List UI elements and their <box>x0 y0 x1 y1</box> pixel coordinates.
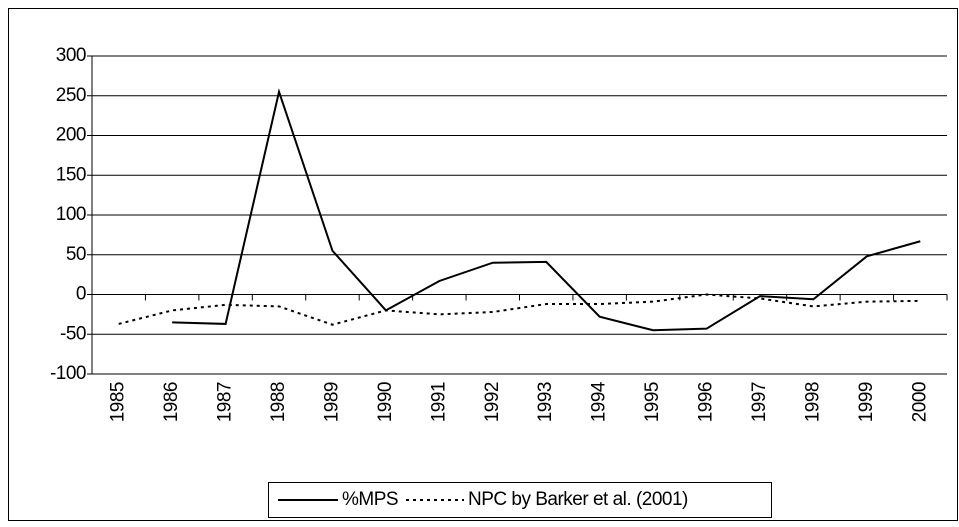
x-tick-label: 1996 <box>696 382 717 422</box>
series-line <box>118 293 921 326</box>
x-tick-label: 1990 <box>375 382 396 422</box>
y-tick-label: 250 <box>56 85 86 106</box>
legend-label: NPC by Barker et al. (2001) <box>468 489 688 510</box>
x-tick-label: 1987 <box>215 382 236 422</box>
x-tick-label: 1998 <box>802 382 823 422</box>
y-tick-label: -100 <box>50 363 86 384</box>
y-tick-label: -50 <box>60 323 86 344</box>
x-tick-label: 1991 <box>428 382 449 422</box>
y-tick-label: 150 <box>56 164 86 185</box>
x-tick-label: 1999 <box>856 382 877 422</box>
y-tick-label: 0 <box>76 284 86 305</box>
y-tick-label: 300 <box>56 45 86 66</box>
y-tick-label: 100 <box>56 204 86 225</box>
x-tick-label: 1986 <box>161 382 182 422</box>
x-tick-label: 1989 <box>321 382 342 422</box>
legend-label: %MPS <box>342 489 398 510</box>
y-tick-label: 200 <box>56 125 86 146</box>
series-line <box>172 88 921 332</box>
x-tick-label: 1997 <box>749 382 770 422</box>
x-tick-label: 2000 <box>909 382 930 422</box>
x-tick-label: 1988 <box>268 382 289 422</box>
x-tick-label: 1993 <box>535 382 556 422</box>
x-tick-label: 1995 <box>642 382 663 422</box>
x-tick-label: 1992 <box>482 382 503 422</box>
x-tick-label: 1994 <box>589 381 610 422</box>
x-tick-label: 1985 <box>108 382 129 422</box>
y-tick-label: 50 <box>66 244 86 265</box>
legend-box <box>268 482 772 518</box>
chart-border <box>8 8 958 521</box>
